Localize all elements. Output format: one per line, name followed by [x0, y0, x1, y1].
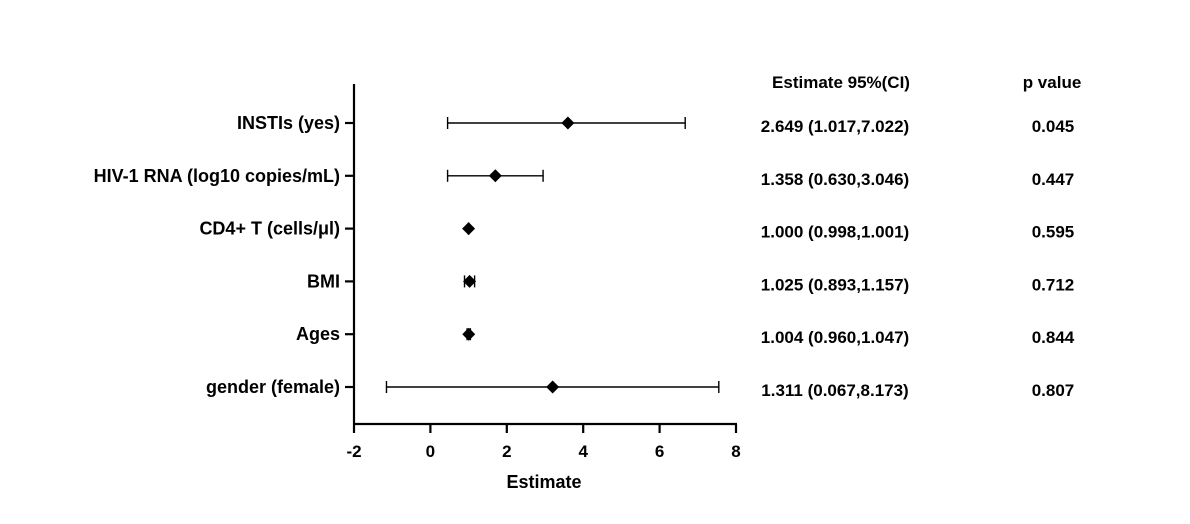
- x-tick-label: 2: [502, 442, 511, 461]
- category-label: INSTIs (yes): [237, 113, 340, 133]
- estimate-marker: [463, 274, 477, 288]
- estimate-column-header: Estimate 95%(CI): [772, 73, 910, 92]
- p-value-cell: 0.447: [1032, 170, 1075, 189]
- estimate-marker: [546, 380, 560, 394]
- x-tick-label: 8: [731, 442, 740, 461]
- p-value-cell: 0.844: [1032, 328, 1075, 347]
- estimate-table: Estimate 95%(CI) p value 2.649 (1.017,7.…: [761, 73, 1082, 400]
- category-label: Ages: [296, 324, 340, 344]
- p-value-column-header: p value: [1023, 73, 1082, 92]
- estimate-ci-cell: 1.311 (0.067,8.173): [761, 381, 908, 400]
- p-value-cell: 0.595: [1032, 223, 1075, 242]
- axes: -2 0 2 4 6 8: [345, 84, 741, 461]
- x-axis-title: Estimate: [506, 472, 581, 492]
- estimate-ci-cell: 1.004 (0.960,1.047): [761, 328, 909, 347]
- estimate-marker: [462, 222, 476, 236]
- category-label: CD4+ T (cells/μl): [199, 219, 340, 239]
- category-labels: INSTIs (yes) HIV-1 RNA (log10 copies/mL) C…: [94, 113, 340, 397]
- estimate-ci-cell: 1.025 (0.893,1.157): [761, 275, 909, 294]
- p-value-cell: 0.712: [1032, 275, 1075, 294]
- x-tick-label: 6: [655, 442, 664, 461]
- estimate-marker: [488, 169, 502, 183]
- p-value-cell: 0.045: [1032, 117, 1075, 136]
- category-label: BMI: [307, 271, 340, 291]
- estimate-marker: [561, 116, 575, 130]
- estimate-ci-cell: 2.649 (1.017,7.022): [761, 117, 909, 136]
- estimate-marker: [462, 327, 476, 341]
- plot-marks: [385, 116, 720, 394]
- x-tick-label: 4: [578, 442, 588, 461]
- category-label: gender (female): [206, 377, 340, 397]
- category-label: HIV-1 RNA (log10 copies/mL): [94, 166, 340, 186]
- estimate-ci-cell: 1.000 (0.998,1.001): [761, 223, 909, 242]
- x-tick-label: 0: [426, 442, 435, 461]
- x-tick-label: -2: [346, 442, 361, 461]
- p-value-cell: 0.807: [1032, 381, 1075, 400]
- estimate-ci-cell: 1.358 (0.630,3.046): [761, 170, 909, 189]
